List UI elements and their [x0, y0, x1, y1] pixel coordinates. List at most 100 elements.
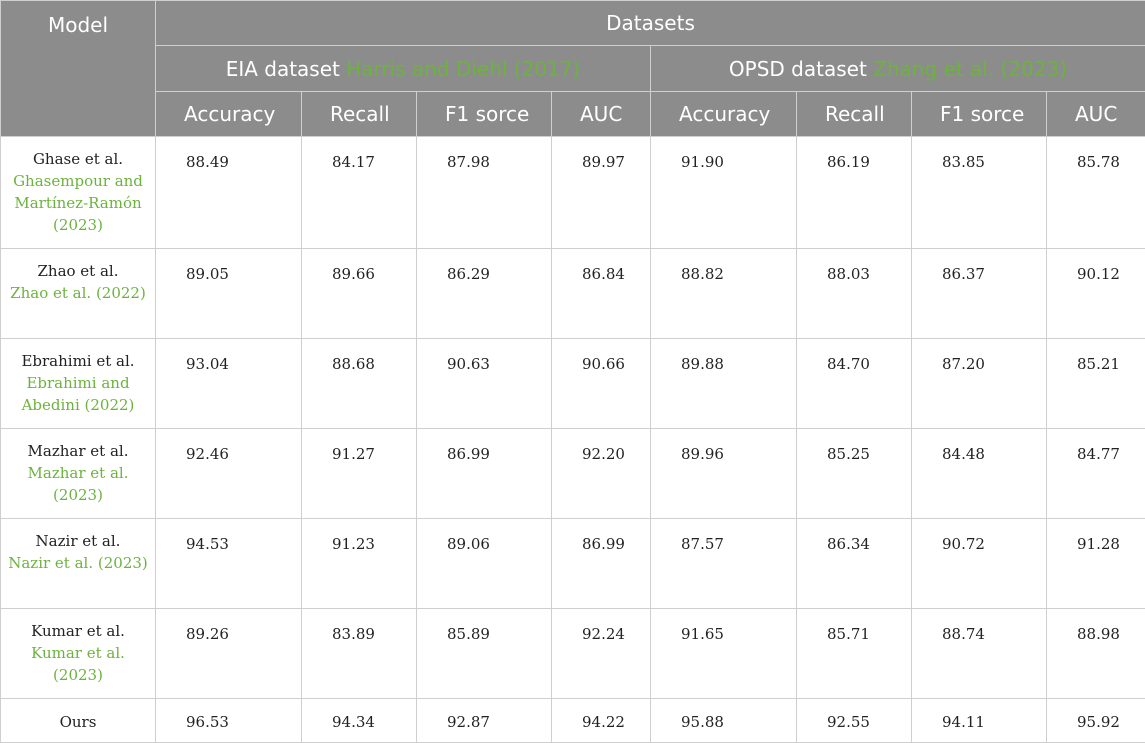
model-cell: Nazir et al. Nazir et al. (2023) — [1, 519, 156, 609]
value-cell: 88.98 — [1047, 609, 1145, 699]
value-cell: 88.49 — [156, 137, 302, 249]
model-name: Ours — [60, 713, 97, 731]
value-cell: 83.85 — [912, 137, 1047, 249]
value-cell: 86.29 — [417, 249, 552, 339]
value-cell: 91.65 — [651, 609, 797, 699]
value-cell: 93.04 — [156, 339, 302, 429]
value-cell: 91.23 — [302, 519, 417, 609]
value-cell: 84.77 — [1047, 429, 1145, 519]
value-cell: 86.19 — [797, 137, 912, 249]
model-cell: Zhao et al. Zhao et al. (2022) — [1, 249, 156, 339]
value-cell: 90.72 — [912, 519, 1047, 609]
model-citation[interactable]: Mazhar et al. (2023) — [7, 462, 149, 506]
opsd-accuracy-header: Accuracy — [651, 92, 797, 137]
value-cell: 94.34 — [302, 699, 417, 743]
opsd-dataset-header: OPSD dataset Zhang et al. (2023) — [651, 46, 1145, 92]
table-row: Zhao et al. Zhao et al. (2022) 89.05 89.… — [1, 249, 1145, 339]
opsd-recall-header: Recall — [797, 92, 912, 137]
value-cell: 90.63 — [417, 339, 552, 429]
value-cell: 89.26 — [156, 609, 302, 699]
eia-dataset-name: EIA dataset — [226, 57, 340, 81]
model-name: Nazir et al. — [36, 532, 121, 550]
table-row: Ebrahimi et al. Ebrahimi and Abedini (20… — [1, 339, 1145, 429]
model-cell: Kumar et al. Kumar et al. (2023) — [1, 609, 156, 699]
value-cell: 95.88 — [651, 699, 797, 743]
model-citation[interactable]: Zhao et al. (2022) — [7, 282, 149, 304]
value-cell: 92.55 — [797, 699, 912, 743]
value-cell: 85.21 — [1047, 339, 1145, 429]
table-row: Nazir et al. Nazir et al. (2023) 94.53 9… — [1, 519, 1145, 609]
model-citation[interactable]: Kumar et al. (2023) — [7, 642, 149, 686]
value-cell: 89.88 — [651, 339, 797, 429]
table-row-ours: Ours 96.53 94.34 92.87 94.22 95.88 92.55… — [1, 699, 1145, 743]
model-column-header: Model — [1, 1, 156, 137]
value-cell: 86.84 — [552, 249, 651, 339]
value-cell: 96.53 — [156, 699, 302, 743]
eia-recall-header: Recall — [302, 92, 417, 137]
model-name: Ghase et al. — [33, 150, 123, 168]
value-cell: 88.03 — [797, 249, 912, 339]
value-cell: 91.90 — [651, 137, 797, 249]
model-name: Zhao et al. — [37, 262, 118, 280]
value-cell: 94.22 — [552, 699, 651, 743]
eia-auc-header: AUC — [552, 92, 651, 137]
value-cell: 85.89 — [417, 609, 552, 699]
value-cell: 83.89 — [302, 609, 417, 699]
value-cell: 89.06 — [417, 519, 552, 609]
model-citation[interactable]: Ghasempour and Martínez-Ramón (2023) — [7, 170, 149, 236]
model-cell: Mazhar et al. Mazhar et al. (2023) — [1, 429, 156, 519]
model-name: Kumar et al. — [31, 622, 125, 640]
model-citation[interactable]: Nazir et al. (2023) — [7, 552, 149, 574]
model-citation[interactable]: Ebrahimi and Abedini (2022) — [7, 372, 149, 416]
value-cell: 87.57 — [651, 519, 797, 609]
value-cell: 87.98 — [417, 137, 552, 249]
value-cell: 88.82 — [651, 249, 797, 339]
value-cell: 88.68 — [302, 339, 417, 429]
value-cell: 86.99 — [417, 429, 552, 519]
value-cell: 85.78 — [1047, 137, 1145, 249]
eia-accuracy-header: Accuracy — [156, 92, 302, 137]
opsd-dataset-citation[interactable]: Zhang et al. (2023) — [873, 57, 1067, 81]
value-cell: 91.28 — [1047, 519, 1145, 609]
value-cell: 89.66 — [302, 249, 417, 339]
value-cell: 95.92 — [1047, 699, 1145, 743]
value-cell: 94.11 — [912, 699, 1047, 743]
value-cell: 86.37 — [912, 249, 1047, 339]
value-cell: 89.05 — [156, 249, 302, 339]
value-cell: 90.66 — [552, 339, 651, 429]
value-cell: 91.27 — [302, 429, 417, 519]
opsd-auc-header: AUC — [1047, 92, 1145, 137]
datasets-header: Datasets — [156, 1, 1145, 46]
value-cell: 87.20 — [912, 339, 1047, 429]
value-cell: 92.46 — [156, 429, 302, 519]
model-cell: Ghase et al. Ghasempour and Martínez-Ram… — [1, 137, 156, 249]
value-cell: 86.99 — [552, 519, 651, 609]
eia-f1-header: F1 sorce — [417, 92, 552, 137]
eia-dataset-citation[interactable]: Harris and Diehl (2017) — [346, 57, 580, 81]
eia-dataset-header: EIA dataset Harris and Diehl (2017) — [156, 46, 651, 92]
model-cell: Ebrahimi et al. Ebrahimi and Abedini (20… — [1, 339, 156, 429]
table-row: Mazhar et al. Mazhar et al. (2023) 92.46… — [1, 429, 1145, 519]
value-cell: 88.74 — [912, 609, 1047, 699]
value-cell: 92.87 — [417, 699, 552, 743]
value-cell: 94.53 — [156, 519, 302, 609]
value-cell: 85.71 — [797, 609, 912, 699]
model-name: Ebrahimi et al. — [21, 352, 134, 370]
model-cell: Ours — [1, 699, 156, 743]
value-cell: 84.48 — [912, 429, 1047, 519]
value-cell: 84.17 — [302, 137, 417, 249]
value-cell: 89.96 — [651, 429, 797, 519]
opsd-dataset-name: OPSD dataset — [729, 57, 867, 81]
table-row: Kumar et al. Kumar et al. (2023) 89.26 8… — [1, 609, 1145, 699]
value-cell: 85.25 — [797, 429, 912, 519]
table-row: Ghase et al. Ghasempour and Martínez-Ram… — [1, 137, 1145, 249]
model-name: Mazhar et al. — [28, 442, 129, 460]
opsd-f1-header: F1 sorce — [912, 92, 1047, 137]
value-cell: 90.12 — [1047, 249, 1145, 339]
value-cell: 89.97 — [552, 137, 651, 249]
value-cell: 92.20 — [552, 429, 651, 519]
value-cell: 92.24 — [552, 609, 651, 699]
value-cell: 86.34 — [797, 519, 912, 609]
value-cell: 84.70 — [797, 339, 912, 429]
